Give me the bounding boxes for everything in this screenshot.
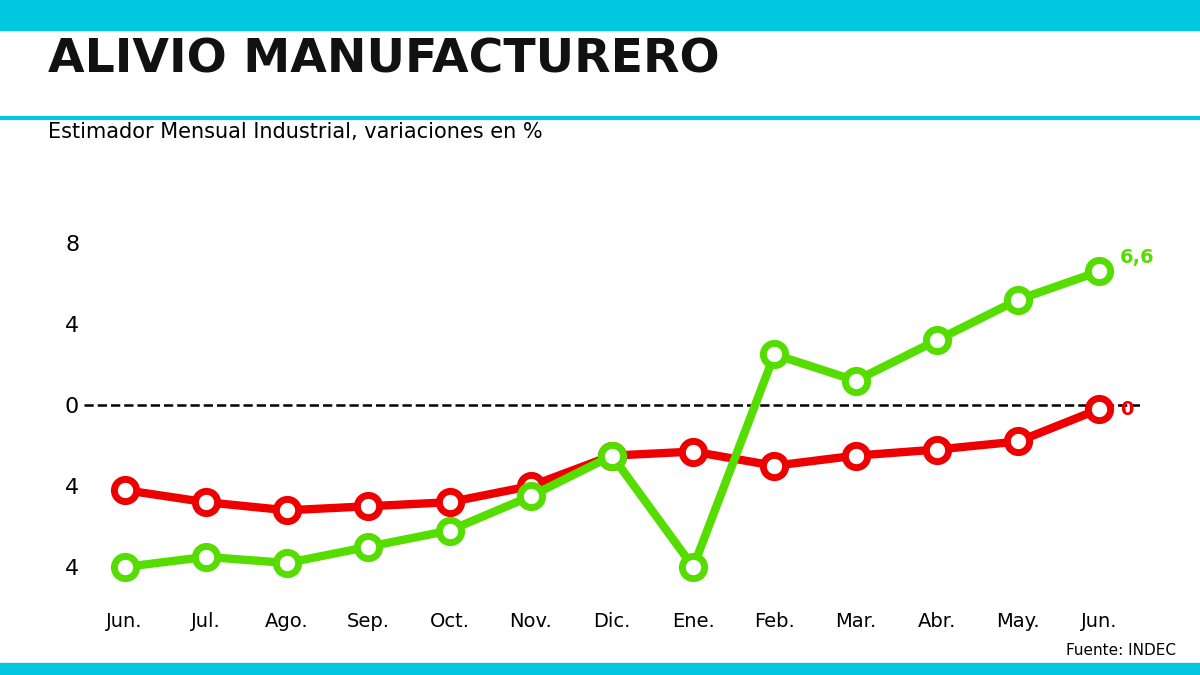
Text: Fuente: INDEC: Fuente: INDEC <box>1066 643 1176 658</box>
Text: 0: 0 <box>1120 400 1133 418</box>
Text: 6,6: 6,6 <box>1120 248 1154 267</box>
Legend: Respecto de igual mes
del año anterior, Acumulado anual respecto de
igual períod: Respecto de igual mes del año anterior, … <box>83 0 769 30</box>
Text: ALIVIO MANUFACTURERO: ALIVIO MANUFACTURERO <box>48 37 720 82</box>
Text: Estimador Mensual Industrial, variaciones en %: Estimador Mensual Industrial, variacione… <box>48 122 542 142</box>
